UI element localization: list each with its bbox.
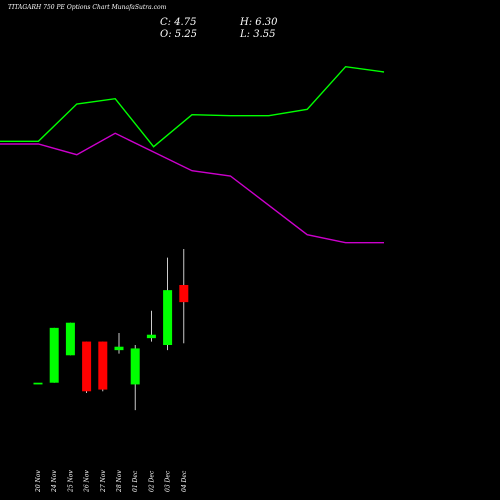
candle-body — [114, 346, 124, 351]
x-tick-label: 26 Nov — [84, 470, 91, 493]
candle-body — [65, 322, 75, 356]
chart-title: TITAGARH 750 PE Options Chart MunafaSutr… — [8, 4, 167, 11]
candle-body — [82, 341, 92, 392]
candle-body — [130, 348, 140, 385]
x-tick-label: 03 Dec — [165, 470, 172, 492]
x-tick-label: 20 Nov — [35, 470, 42, 493]
candle-6 — [114, 333, 124, 354]
low-value: L: 3.55 — [239, 29, 275, 40]
candle-body — [49, 327, 59, 383]
x-tick-label: 24 Nov — [51, 470, 58, 493]
candle-body — [163, 290, 173, 345]
x-tick-label: 27 Nov — [100, 470, 107, 493]
candle-body — [33, 382, 43, 385]
x-tick-label: 25 Nov — [67, 470, 74, 493]
candle-10 — [179, 249, 189, 344]
x-axis-ticks: 20 Nov 24 Nov 25 Nov 26 Nov 27 Nov 28 Nov 01 D… — [35, 470, 188, 493]
candle-body — [98, 341, 108, 390]
candle-7 — [130, 345, 140, 411]
x-tick-label: 01 Dec — [132, 470, 139, 492]
open-value: O: 5.25 — [160, 29, 197, 40]
candle-8 — [146, 310, 156, 342]
candle-2 — [49, 327, 59, 383]
candlesticks — [33, 249, 189, 411]
candle-5 — [98, 341, 108, 392]
candle-3 — [65, 322, 75, 356]
close-value: C: 4.75 — [160, 17, 196, 28]
indicator-lines — [0, 65, 385, 244]
x-tick-label: 02 Dec — [148, 470, 155, 492]
candle-body — [146, 334, 156, 339]
candle-4 — [82, 341, 92, 393]
x-tick-label: 28 Nov — [116, 470, 123, 493]
candle-body — [179, 285, 189, 303]
line-series-1 — [0, 65, 385, 148]
candle-1 — [33, 382, 43, 385]
candle-9 — [163, 257, 173, 351]
x-tick-label: 04 Dec — [181, 470, 188, 492]
line-series-2 — [0, 132, 384, 244]
high-value: H: 6.30 — [239, 17, 278, 28]
